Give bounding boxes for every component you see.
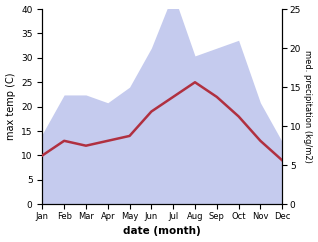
Y-axis label: med. precipitation (kg/m2): med. precipitation (kg/m2) [303, 50, 313, 163]
Y-axis label: max temp (C): max temp (C) [5, 73, 16, 140]
X-axis label: date (month): date (month) [123, 227, 201, 236]
